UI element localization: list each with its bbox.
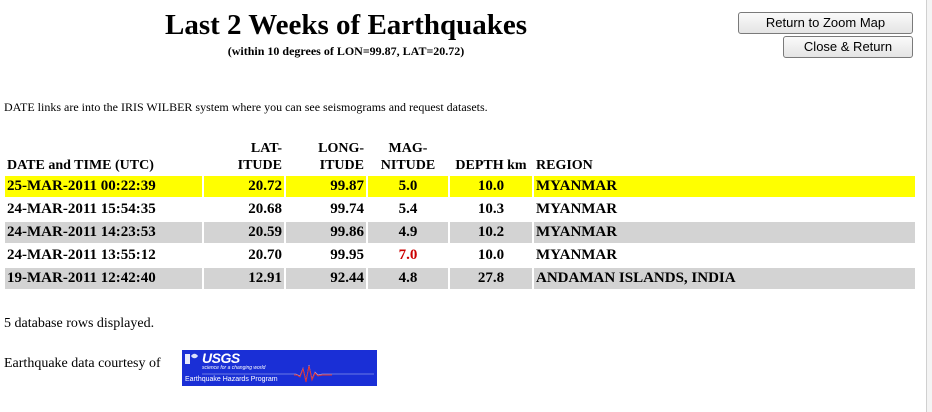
intro-text: DATE links are into the IRIS WILBER syst… <box>4 100 488 114</box>
rows-displayed-note: 5 database rows displayed. <box>4 316 155 331</box>
row-latitude: 20.59 <box>204 222 284 243</box>
row-region: MYANMAR <box>534 222 915 243</box>
table-header-row: DATE and TIME (UTC) LAT- ITUDE LONG- ITU… <box>5 134 915 174</box>
close-and-return-button[interactable]: Close & Return <box>783 36 913 58</box>
row-magnitude: 7.0 <box>368 245 448 266</box>
table-row: 24-MAR-2011 13:55:12 20.70 99.95 7.0 10.… <box>5 245 915 266</box>
header-longitude-line1: LONG- <box>318 141 364 156</box>
page-subtitle: (within 10 degrees of LON=99.87, LAT=20.… <box>227 44 465 58</box>
row-datetime-link[interactable]: 24-MAR-2011 14:23:53 <box>5 222 202 243</box>
earthquake-table: DATE and TIME (UTC) LAT- ITUDE LONG- ITU… <box>3 132 917 291</box>
row-region: MYANMAR <box>534 245 915 266</box>
table-row: 19-MAR-2011 12:42:40 12.91 92.44 4.8 27.… <box>5 268 915 289</box>
usgs-logo-program: Earthquake Hazards Program <box>185 376 278 383</box>
row-datetime-link[interactable]: 25-MAR-2011 00:22:39 <box>5 176 202 197</box>
header-depth: DEPTH km <box>455 158 527 173</box>
row-depth: 10.2 <box>450 222 532 243</box>
row-longitude: 99.87 <box>286 176 366 197</box>
row-longitude: 99.74 <box>286 199 366 220</box>
table-row: 24-MAR-2011 15:54:35 20.68 99.74 5.4 10.… <box>5 199 915 220</box>
row-depth: 10.0 <box>450 176 532 197</box>
header-region: REGION <box>536 158 593 173</box>
row-region: MYANMAR <box>534 176 915 197</box>
row-latitude: 12.91 <box>204 268 284 289</box>
header-latitude-line1: LAT- <box>250 141 282 156</box>
header-longitude-line2: ITUDE <box>319 158 364 173</box>
row-datetime-link[interactable]: 24-MAR-2011 15:54:35 <box>5 199 202 220</box>
row-depth: 10.0 <box>450 245 532 266</box>
table-row: 24-MAR-2011 14:23:53 20.59 99.86 4.9 10.… <box>5 222 915 243</box>
table-row: 25-MAR-2011 00:22:39 20.72 99.87 5.0 10.… <box>5 176 915 197</box>
row-depth: 27.8 <box>450 268 532 289</box>
header-date: DATE and TIME (UTC) <box>7 158 154 173</box>
seismogram-icon <box>185 353 374 383</box>
header-magnitude: MAG- NITUDE <box>368 134 448 174</box>
row-latitude: 20.70 <box>204 245 284 266</box>
header-longitude: LONG- ITUDE <box>286 134 366 174</box>
row-region: ANDAMAN ISLANDS, INDIA <box>534 268 915 289</box>
window-right-edge <box>926 0 932 412</box>
header-magnitude-line2: NITUDE <box>380 158 436 173</box>
header-magnitude-line1: MAG- <box>388 141 428 156</box>
header-latitude: LAT- ITUDE <box>204 134 284 174</box>
row-depth: 10.3 <box>450 199 532 220</box>
row-magnitude: 5.4 <box>368 199 448 220</box>
row-longitude: 99.95 <box>286 245 366 266</box>
usgs-logo[interactable]: USGS science for a changing world Earthq… <box>182 350 377 386</box>
return-to-zoom-map-button[interactable]: Return to Zoom Map <box>738 12 913 34</box>
row-latitude: 20.68 <box>204 199 284 220</box>
row-latitude: 20.72 <box>204 176 284 197</box>
header-latitude-line2: ITUDE <box>237 158 282 173</box>
page-title: Last 2 Weeks of Earthquakes <box>164 9 528 41</box>
row-datetime-link[interactable]: 19-MAR-2011 12:42:40 <box>5 268 202 289</box>
row-region: MYANMAR <box>534 199 915 220</box>
row-magnitude: 5.0 <box>368 176 448 197</box>
row-magnitude: 4.9 <box>368 222 448 243</box>
row-longitude: 92.44 <box>286 268 366 289</box>
row-datetime-link[interactable]: 24-MAR-2011 13:55:12 <box>5 245 202 266</box>
usgs-logo-tagline: science for a changing world <box>202 365 266 371</box>
usgs-logo-name: USGS <box>202 350 240 366</box>
data-courtesy-text: Earthquake data courtesy of <box>4 356 161 371</box>
row-longitude: 99.86 <box>286 222 366 243</box>
row-magnitude: 4.8 <box>368 268 448 289</box>
